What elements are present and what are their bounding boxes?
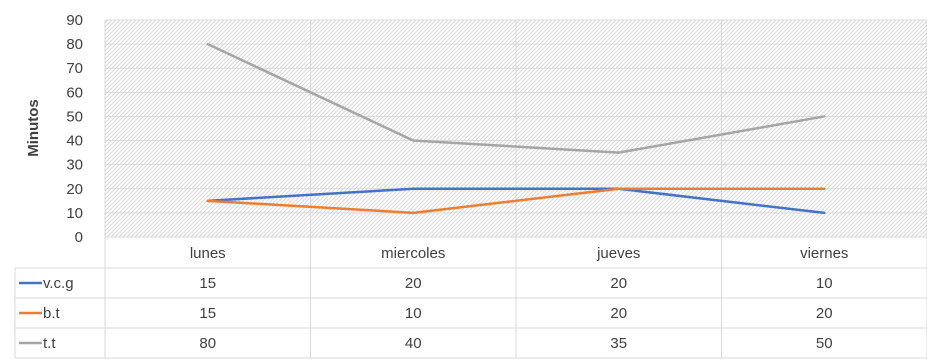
table-cell-value: 20 bbox=[610, 275, 627, 292]
y-tick-label: 20 bbox=[66, 181, 83, 198]
category-label: viernes bbox=[800, 245, 848, 262]
table-cell-value: 10 bbox=[405, 305, 422, 322]
y-tick-label: 90 bbox=[66, 12, 83, 29]
vertical-gridlines bbox=[104, 20, 927, 268]
series-line-v-c-g bbox=[206, 187, 826, 215]
table-cell-value: 20 bbox=[610, 305, 627, 322]
y-tick-label: 60 bbox=[66, 84, 83, 101]
category-label: lunes bbox=[190, 245, 226, 262]
y-tick-label: 30 bbox=[66, 157, 83, 174]
table-cell-value: 15 bbox=[199, 275, 216, 292]
y-axis-tick-labels: 0 10 20 30 40 50 60 70 80 90 bbox=[66, 12, 83, 246]
series-name-b-t: b.t bbox=[43, 305, 61, 322]
category-label: miercoles bbox=[381, 245, 445, 262]
y-tick-label: 70 bbox=[66, 60, 83, 77]
table-cell-value: 10 bbox=[816, 275, 833, 292]
category-label: jueves bbox=[596, 245, 640, 262]
y-axis-label: Minutos bbox=[25, 99, 42, 157]
series-line-b-t bbox=[206, 187, 826, 215]
series-line-t-t bbox=[206, 42, 826, 154]
y-tick-label: 10 bbox=[66, 205, 83, 222]
table-cell-value: 80 bbox=[199, 335, 216, 352]
y-tick-label: 80 bbox=[66, 36, 83, 53]
table-cell-value: 20 bbox=[816, 305, 833, 322]
table-cell-value: 20 bbox=[405, 275, 422, 292]
y-tick-label: 40 bbox=[66, 133, 83, 150]
data-table: lunes miercoles jueves viernes v.c.g 15 20 20 10… bbox=[14, 245, 927, 359]
y-tick-label: 50 bbox=[66, 108, 83, 125]
series-name-t-t: t.t bbox=[43, 335, 56, 352]
table-cell-value: 35 bbox=[610, 335, 627, 352]
table-cell-value: 40 bbox=[405, 335, 422, 352]
y-tick-label: 0 bbox=[75, 229, 83, 246]
series-name-v-c-g: v.c.g bbox=[43, 275, 74, 292]
table-cell-value: 50 bbox=[816, 335, 833, 352]
table-cell-value: 15 bbox=[199, 305, 216, 322]
series-lines bbox=[206, 42, 826, 215]
